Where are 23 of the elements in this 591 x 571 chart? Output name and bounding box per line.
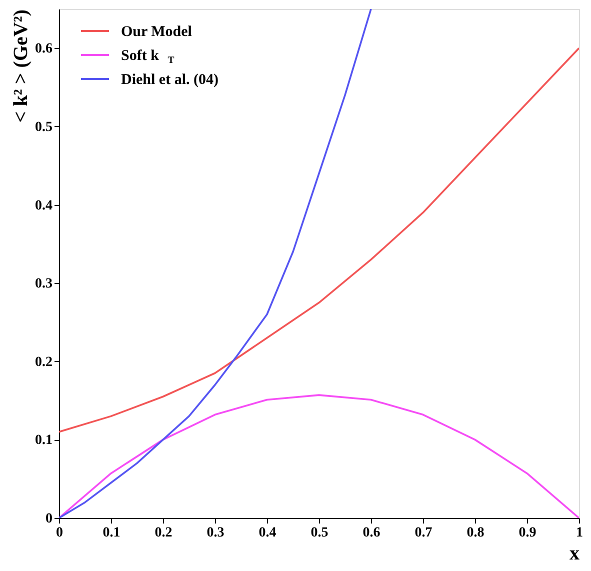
y-tick-label: 0.4: [35, 198, 52, 214]
x-axis-title: x: [570, 542, 580, 564]
x-tick-label: 1: [576, 526, 583, 540]
x-tick-label: 0: [56, 526, 63, 540]
legend-label: Our Model: [121, 24, 192, 40]
x-tick-label: 0.3: [206, 526, 224, 540]
y-tick-label: 0.5: [35, 120, 52, 135]
y-tick-label: 0: [46, 512, 52, 526]
x-tick-label: 0.5: [310, 526, 328, 540]
y-tick-label: 0.1: [35, 433, 52, 448]
x-tick-label: 0.8: [466, 526, 484, 540]
y-tick-label: 0.6: [35, 42, 52, 57]
x-tick-label: 0.7: [414, 526, 432, 540]
x-tick-label: 0.2: [154, 526, 172, 540]
x-tick-label: 0.6: [362, 526, 380, 540]
x-tick-label: 0.1: [102, 526, 120, 540]
line-series: [59, 47, 579, 433]
y-axis-title: < k² > (GeV²): [10, 10, 32, 123]
legend-label: Diehl et al. (04): [121, 72, 218, 88]
x-tick-label: 0.9: [518, 526, 536, 540]
y-tick-label: 0.3: [35, 276, 52, 292]
y-tick-label: 0.2: [35, 354, 52, 370]
x-tick-label: 0.4: [258, 526, 276, 540]
